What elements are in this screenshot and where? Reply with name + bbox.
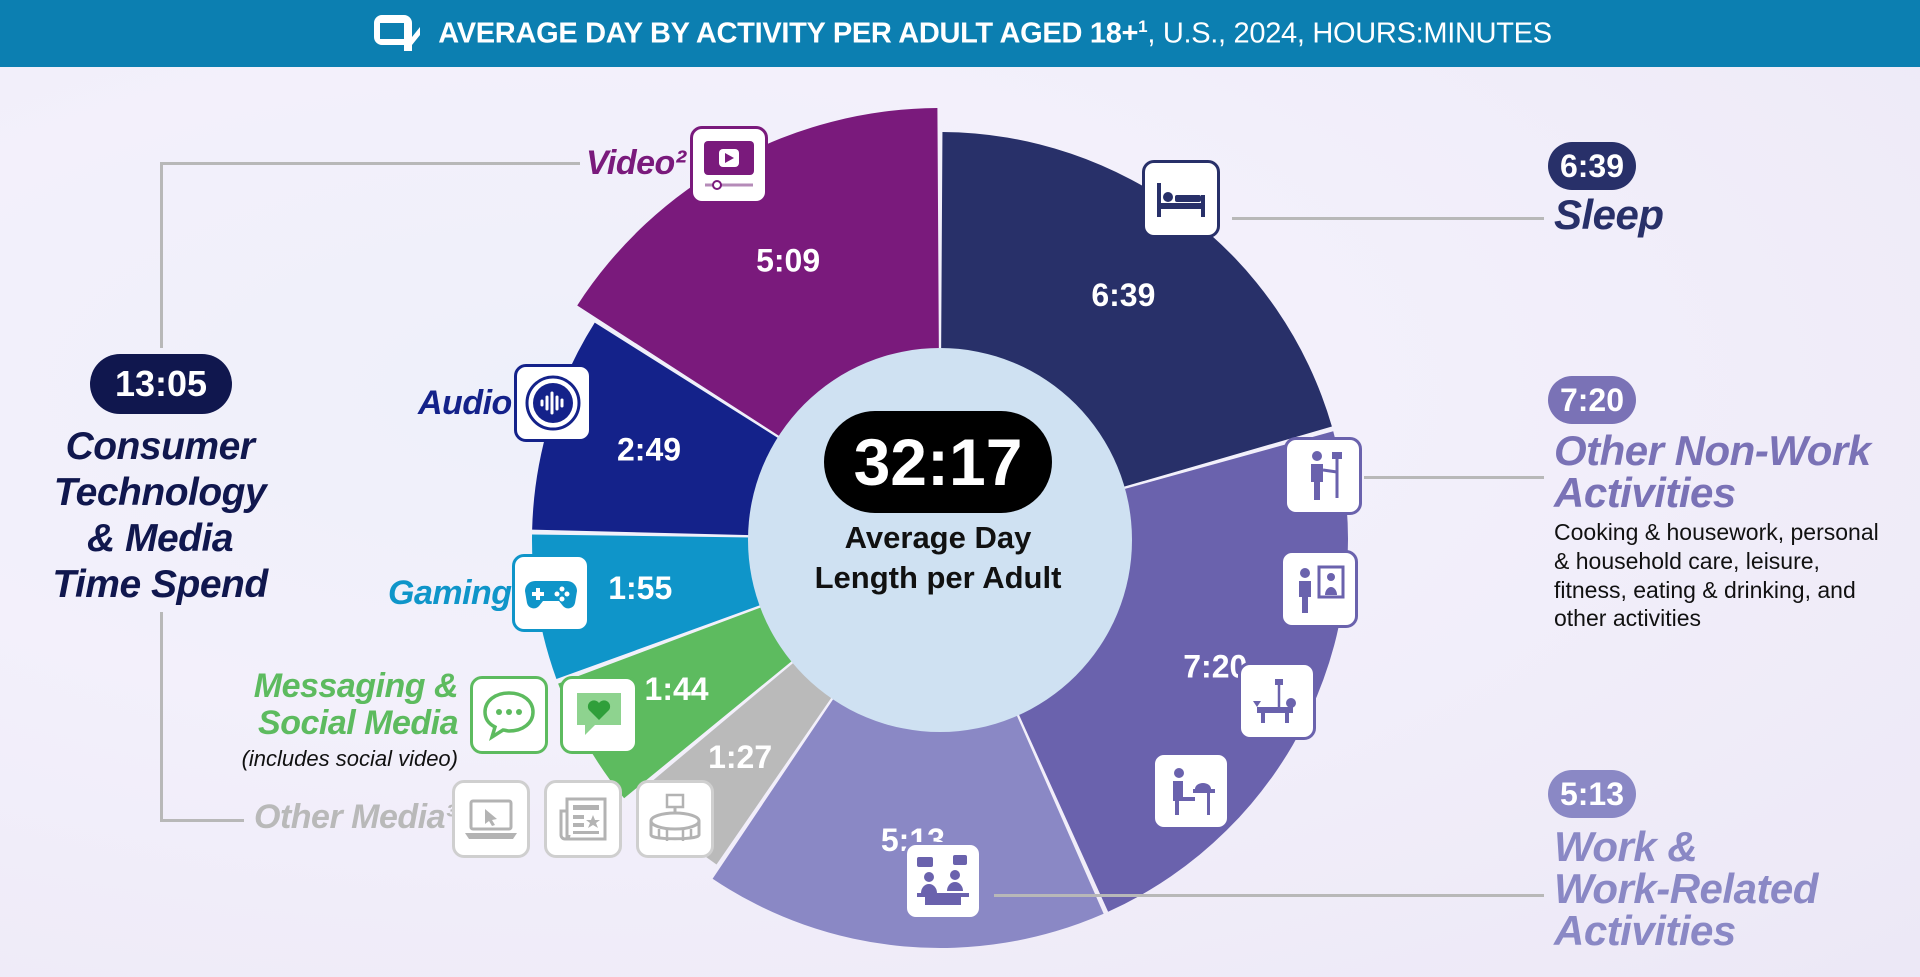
laptop-icon-box <box>452 780 530 858</box>
meeting-icon <box>917 855 969 905</box>
sleep-connector <box>1232 217 1544 220</box>
nonwork-desc-line3: fitness, eating & drinking, and <box>1554 576 1856 603</box>
bracket-bottom-horizontal <box>160 819 244 822</box>
media-line2: Technology <box>53 471 267 515</box>
slice-label-video: 5:09 <box>756 242 820 278</box>
audio-icon-box <box>514 364 592 442</box>
stadium-icon <box>649 793 701 841</box>
title-footnote: 1 <box>1138 16 1148 36</box>
total-day-length: 32:17 <box>824 411 1052 513</box>
messaging-note: (includes social video) <box>241 746 458 771</box>
sleep-value-badge: 6:39 <box>1548 142 1636 190</box>
work-value-badge: 5:13 <box>1548 770 1636 818</box>
nonwork-title: Other Non-Work Activities <box>1554 430 1871 514</box>
care-icon-box <box>1280 550 1358 628</box>
title-bold: AVERAGE DAY BY ACTIVITY PER ADULT AGED 1… <box>438 17 1139 50</box>
sleep-icon-box <box>1142 160 1220 238</box>
logo-icon <box>374 14 421 51</box>
audio-callout: Audio <box>418 384 512 422</box>
dining-icon <box>1173 768 1215 815</box>
person-mirror-icon <box>1299 565 1345 613</box>
caption-line1: Average Day <box>844 520 1032 555</box>
video-callout: Video² <box>586 144 686 182</box>
eating-icon-box <box>1152 752 1230 830</box>
heart-message-icon <box>577 693 621 735</box>
social-icon-box <box>560 676 638 754</box>
person-mop-icon <box>1311 451 1342 500</box>
video-player-icon <box>704 141 754 190</box>
laptop-cursor-icon <box>465 799 517 839</box>
media-line4: Time Spend <box>52 563 268 607</box>
media-line3: & Media <box>86 517 234 561</box>
slice-label-gaming: 1:55 <box>608 570 672 606</box>
gaming-icon-box <box>512 554 590 632</box>
bracket-top-vertical <box>160 162 163 348</box>
media-group-title: Consumer Technology & Media Time Spend <box>30 424 290 608</box>
slice-label-audio: 2:49 <box>617 431 681 467</box>
nonwork-desc-line4: other activities <box>1554 605 1702 632</box>
bracket-bottom-vertical <box>160 612 163 822</box>
work-connector <box>994 894 1544 897</box>
slice-other-non-work-activities <box>1014 431 1348 912</box>
slice-label-other-media: 1:27 <box>708 739 772 775</box>
media-line1: Consumer <box>65 425 255 468</box>
slice-label-sleep: 6:39 <box>1091 277 1155 313</box>
work-icon-box <box>904 842 982 920</box>
messaging-callout: Messaging & Social Media <box>236 667 459 742</box>
nonwork-connector <box>1364 476 1544 479</box>
slice-label-other-non-work-activities: 7:20 <box>1183 648 1247 684</box>
gaming-callout: Gaming <box>388 574 512 612</box>
nonwork-title-line1: Other Non-Work <box>1554 427 1871 474</box>
gamepad-icon <box>525 581 577 609</box>
slice-audio <box>532 322 788 536</box>
work-title: Work & Work-Related Activities <box>1554 826 1818 952</box>
work-title-line2: Work-Related <box>1554 865 1818 912</box>
header-bar: AVERAGE DAY BY ACTIVITY PER ADULT AGED 1… <box>0 0 1920 67</box>
title-rest: , U.S., 2024, HOURS:MINUTES <box>1147 17 1552 50</box>
nonwork-title-line2: Activities <box>1554 469 1736 516</box>
bench-press-icon <box>1253 679 1296 723</box>
chart-title: AVERAGE DAY BY ACTIVITY PER ADULT AGED 1… <box>438 17 1552 51</box>
sleep-title: Sleep <box>1554 191 1664 238</box>
bed-icon <box>1157 183 1205 217</box>
newspaper-icon <box>559 797 607 841</box>
chat-bubble-icon <box>483 691 535 742</box>
nonwork-desc-line2: & household care, leisure, <box>1554 547 1820 574</box>
stadium-icon-box <box>636 780 714 858</box>
fitness-icon-box <box>1238 662 1316 740</box>
slice-work-work-related-activities <box>712 689 1104 948</box>
caption-line2: Length per Adult <box>814 560 1062 596</box>
work-title-line1: Work & <box>1554 823 1698 870</box>
slice-gaming <box>532 534 771 680</box>
work-title-line3: Activities <box>1554 907 1736 954</box>
messaging-icon-box <box>470 676 548 754</box>
messaging-line2: Social Media <box>258 703 458 742</box>
bracket-top-horizontal <box>160 162 580 165</box>
other-media-callout: Other Media³ <box>254 798 456 836</box>
nonwork-description: Cooking & housework, personal & househol… <box>1554 518 1879 633</box>
total-caption: Average Day Length per Adult <box>780 518 1096 599</box>
nonwork-value-badge: 7:20 <box>1548 376 1636 424</box>
audio-wave-icon <box>525 375 581 431</box>
slice-label-messaging-social-media: 1:44 <box>645 671 709 707</box>
video-icon-box <box>690 126 768 204</box>
newspaper-icon-box <box>544 780 622 858</box>
nonwork-desc-line1: Cooking & housework, personal <box>1554 519 1879 545</box>
messaging-line1: Messaging & <box>253 667 459 705</box>
housework-icon-box <box>1284 437 1362 515</box>
slice-sleep <box>941 132 1332 490</box>
media-total-badge: 13:05 <box>90 354 232 414</box>
slice-video <box>577 108 939 443</box>
